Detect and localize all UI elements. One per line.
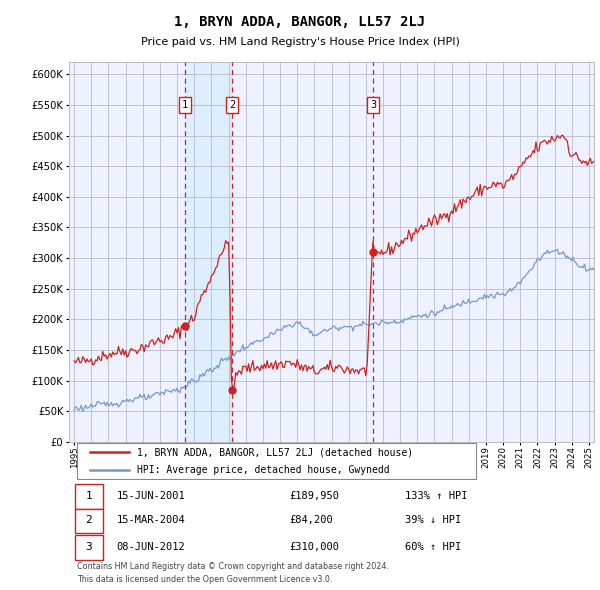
Text: 39% ↓ HPI: 39% ↓ HPI (405, 515, 461, 525)
Text: 1, BRYN ADDA, BANGOR, LL57 2LJ (detached house): 1, BRYN ADDA, BANGOR, LL57 2LJ (detached… (137, 447, 413, 457)
FancyBboxPatch shape (77, 443, 476, 478)
Text: 15-JUN-2001: 15-JUN-2001 (116, 491, 185, 501)
Text: 08-JUN-2012: 08-JUN-2012 (116, 542, 185, 552)
Text: £84,200: £84,200 (290, 515, 333, 525)
Text: 15-MAR-2004: 15-MAR-2004 (116, 515, 185, 525)
Text: 2: 2 (86, 515, 92, 525)
Text: 3: 3 (86, 542, 92, 552)
Text: HPI: Average price, detached house, Gwynedd: HPI: Average price, detached house, Gwyn… (137, 465, 390, 475)
Text: 60% ↑ HPI: 60% ↑ HPI (405, 542, 461, 552)
FancyBboxPatch shape (76, 484, 103, 509)
Text: Contains HM Land Registry data © Crown copyright and database right 2024.: Contains HM Land Registry data © Crown c… (77, 562, 389, 572)
Text: This data is licensed under the Open Government Licence v3.0.: This data is licensed under the Open Gov… (77, 575, 332, 584)
Text: 133% ↑ HPI: 133% ↑ HPI (405, 491, 467, 501)
Bar (185, 62, 232, 442)
FancyBboxPatch shape (76, 509, 103, 533)
Text: 1, BRYN ADDA, BANGOR, LL57 2LJ: 1, BRYN ADDA, BANGOR, LL57 2LJ (175, 15, 425, 29)
Text: 2: 2 (229, 100, 235, 110)
Text: Price paid vs. HM Land Registry's House Price Index (HPI): Price paid vs. HM Land Registry's House … (140, 37, 460, 47)
Text: £310,000: £310,000 (290, 542, 340, 552)
Text: £189,950: £189,950 (290, 491, 340, 501)
Text: 1: 1 (86, 491, 92, 501)
FancyBboxPatch shape (76, 535, 103, 560)
Text: 1: 1 (182, 100, 188, 110)
Text: 3: 3 (370, 100, 376, 110)
